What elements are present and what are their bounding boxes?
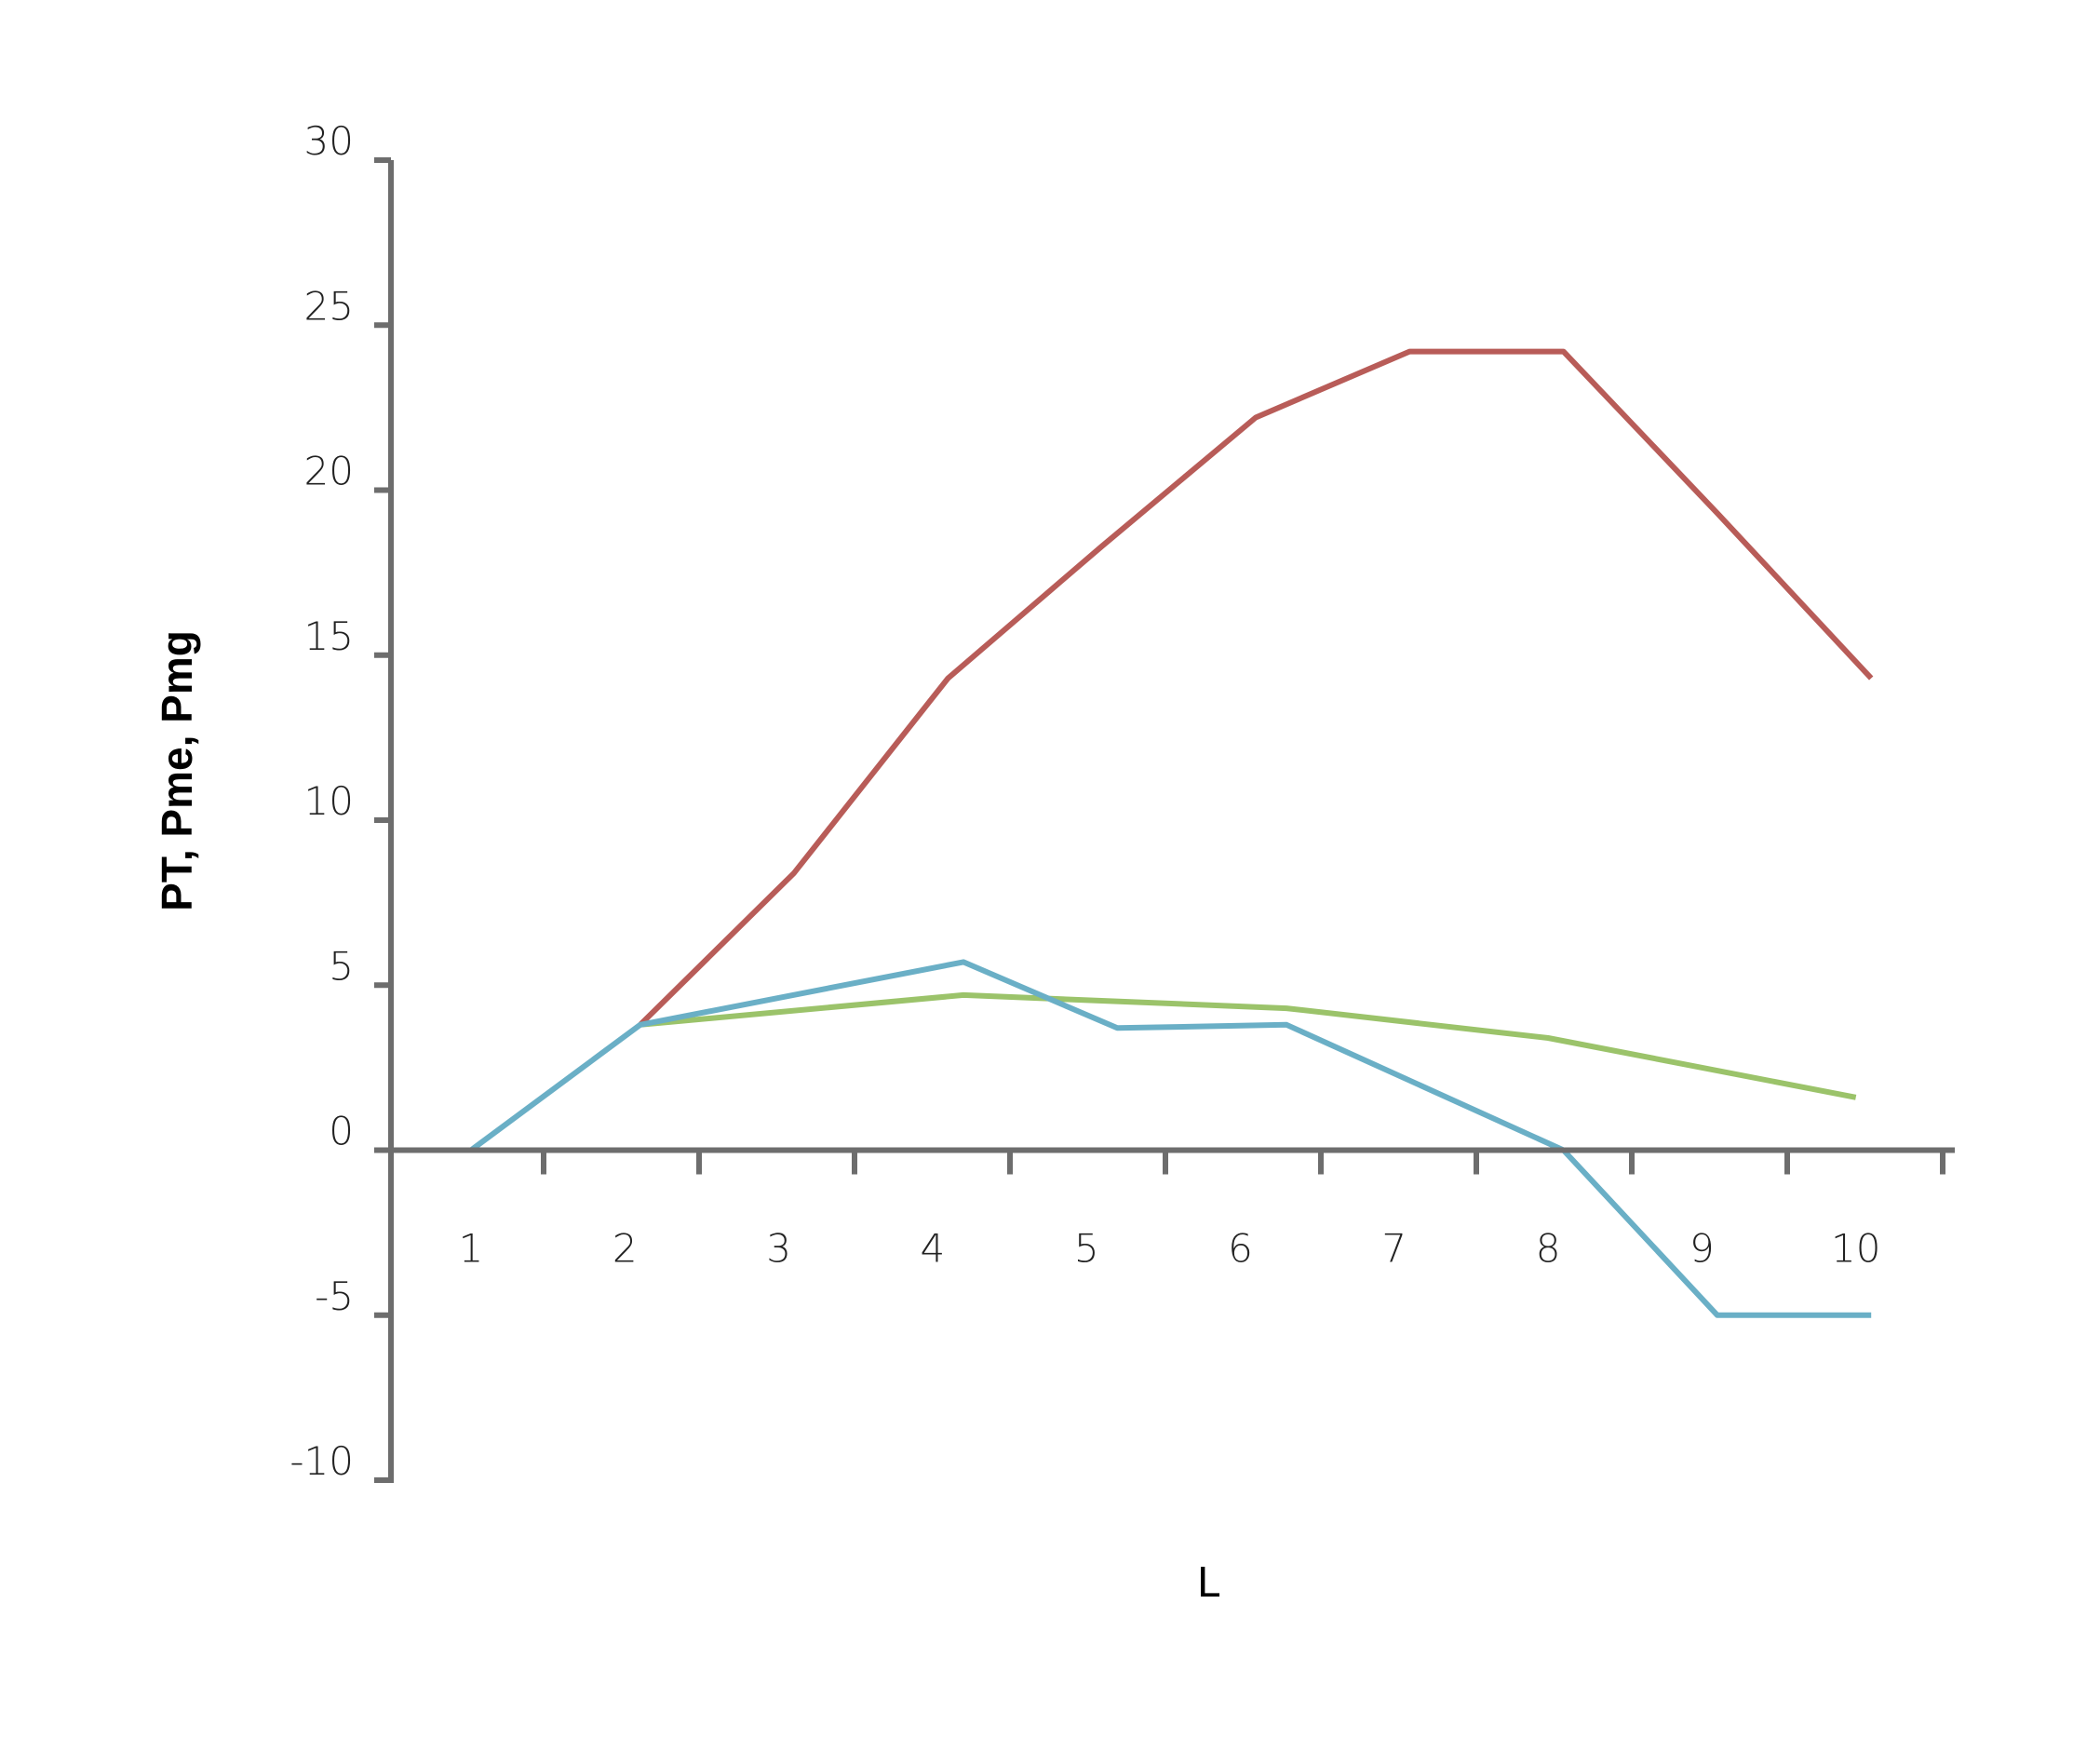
- x-tick-label: 7: [1381, 1226, 1407, 1272]
- y-tick-label: 25: [304, 283, 354, 329]
- y-tick-label: 10: [304, 778, 354, 824]
- x-tick-label: 3: [766, 1226, 791, 1272]
- ticks-layer: 30 25 20 15 10 5 0 -5 -10 1 2 3 4 5 6 7 8 9 10: [289, 118, 1945, 1484]
- series-line-2: [639, 991, 1857, 1100]
- x-tick-label: 5: [1074, 1226, 1099, 1272]
- series-line-1: [638, 348, 1874, 1027]
- series-layer: [469, 348, 1874, 1318]
- y-tick-label: 20: [304, 449, 354, 494]
- x-tick-label: 10: [1831, 1226, 1880, 1272]
- x-tick-label: 1: [459, 1226, 484, 1272]
- y-tick-label: 0: [329, 1109, 354, 1154]
- x-tick-label: 2: [612, 1226, 638, 1272]
- x-tick-label: 8: [1536, 1226, 1561, 1272]
- y-axis-title: PT, Pme, Pmg: [153, 630, 201, 911]
- axes-layer: [388, 160, 1955, 1483]
- y-tick-label: 5: [329, 943, 354, 989]
- x-tick-label: 4: [921, 1226, 946, 1272]
- x-tick-label: 9: [1689, 1226, 1715, 1272]
- y-tick-label: 15: [304, 613, 354, 659]
- x-axis-title: L: [1197, 1559, 1220, 1607]
- y-tick-label: -10: [289, 1438, 354, 1484]
- series-line-3: [469, 959, 1872, 1318]
- x-tick-label: 6: [1228, 1226, 1253, 1272]
- y-tick-label: 30: [304, 118, 354, 164]
- y-tick-label: -5: [315, 1274, 354, 1319]
